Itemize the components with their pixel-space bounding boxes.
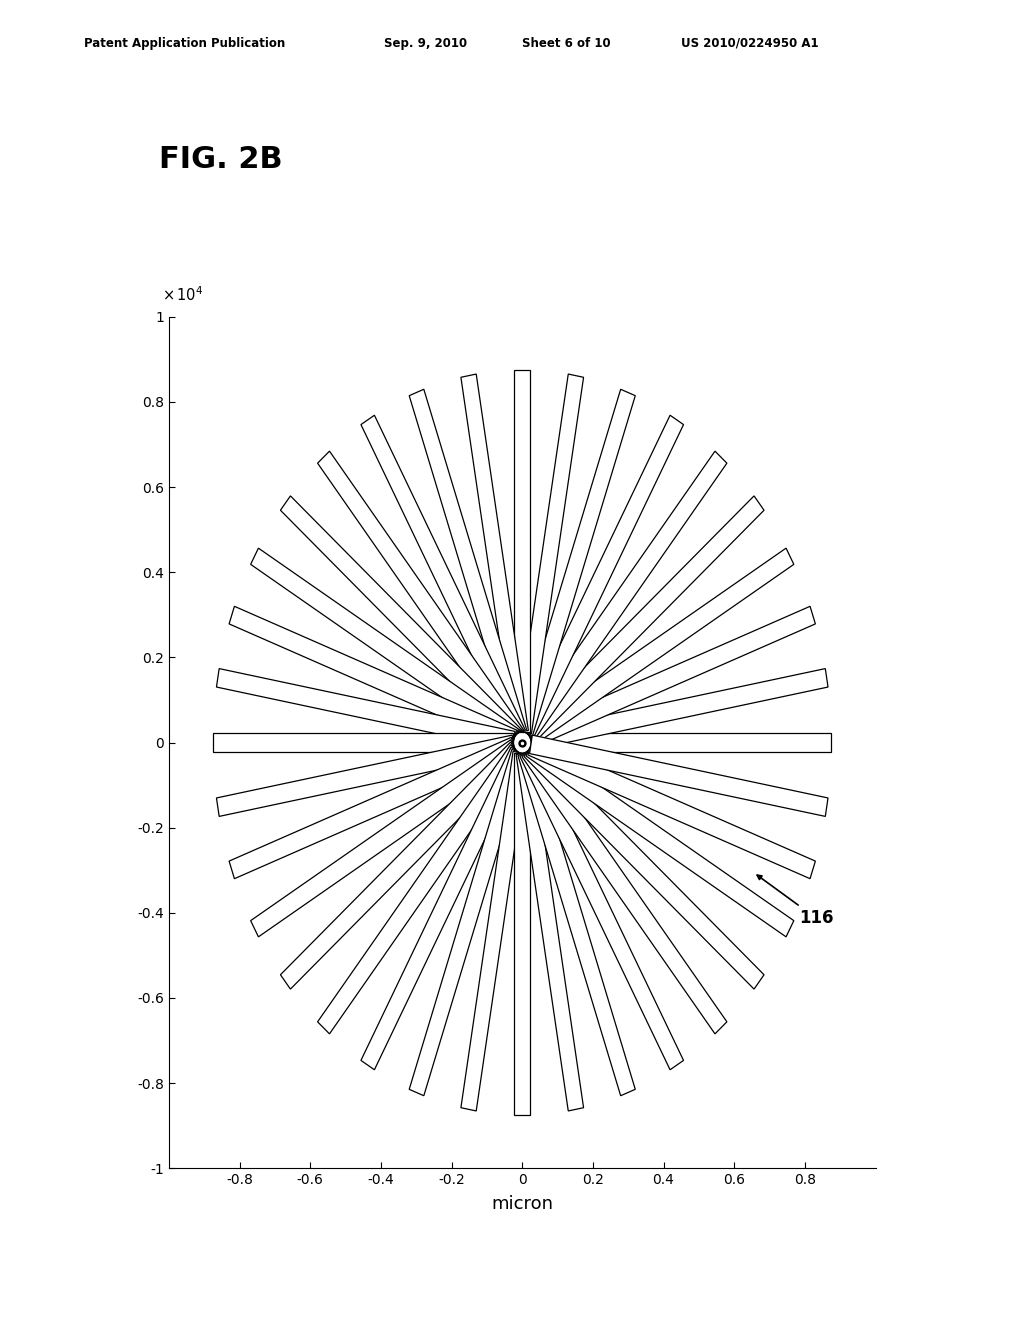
Polygon shape: [529, 735, 828, 816]
Polygon shape: [522, 744, 727, 1034]
Polygon shape: [528, 606, 815, 747]
Polygon shape: [524, 496, 764, 743]
Polygon shape: [518, 389, 635, 735]
Polygon shape: [461, 751, 528, 1111]
Text: US 2010/0224950 A1: US 2010/0224950 A1: [681, 37, 818, 50]
Text: $\times\,10^4$: $\times\,10^4$: [162, 285, 203, 304]
Text: Sep. 9, 2010: Sep. 9, 2010: [384, 37, 467, 50]
Polygon shape: [213, 733, 513, 752]
Polygon shape: [531, 733, 831, 752]
Polygon shape: [461, 374, 528, 734]
Text: FIG. 2B: FIG. 2B: [159, 145, 283, 174]
Polygon shape: [524, 742, 764, 989]
Polygon shape: [516, 374, 584, 734]
Polygon shape: [516, 751, 584, 1111]
Polygon shape: [526, 739, 794, 937]
Polygon shape: [251, 548, 518, 746]
Text: Sheet 6 of 10: Sheet 6 of 10: [522, 37, 611, 50]
Polygon shape: [360, 416, 524, 738]
Polygon shape: [514, 370, 530, 731]
Polygon shape: [520, 747, 684, 1069]
Polygon shape: [251, 739, 518, 937]
Polygon shape: [281, 496, 520, 743]
Polygon shape: [229, 738, 516, 879]
Polygon shape: [514, 754, 530, 1115]
Polygon shape: [522, 451, 727, 741]
Polygon shape: [520, 416, 684, 738]
Polygon shape: [529, 669, 828, 750]
Polygon shape: [216, 735, 515, 816]
X-axis label: micron: micron: [492, 1196, 553, 1213]
Text: Patent Application Publication: Patent Application Publication: [84, 37, 286, 50]
Polygon shape: [410, 389, 526, 735]
Polygon shape: [410, 750, 526, 1096]
Polygon shape: [317, 451, 522, 741]
Polygon shape: [317, 744, 522, 1034]
Polygon shape: [360, 747, 524, 1069]
Polygon shape: [229, 606, 516, 747]
Text: 116: 116: [757, 875, 834, 928]
Polygon shape: [518, 750, 635, 1096]
Polygon shape: [281, 742, 520, 989]
Polygon shape: [526, 548, 794, 746]
Polygon shape: [216, 669, 515, 750]
Polygon shape: [528, 738, 815, 879]
